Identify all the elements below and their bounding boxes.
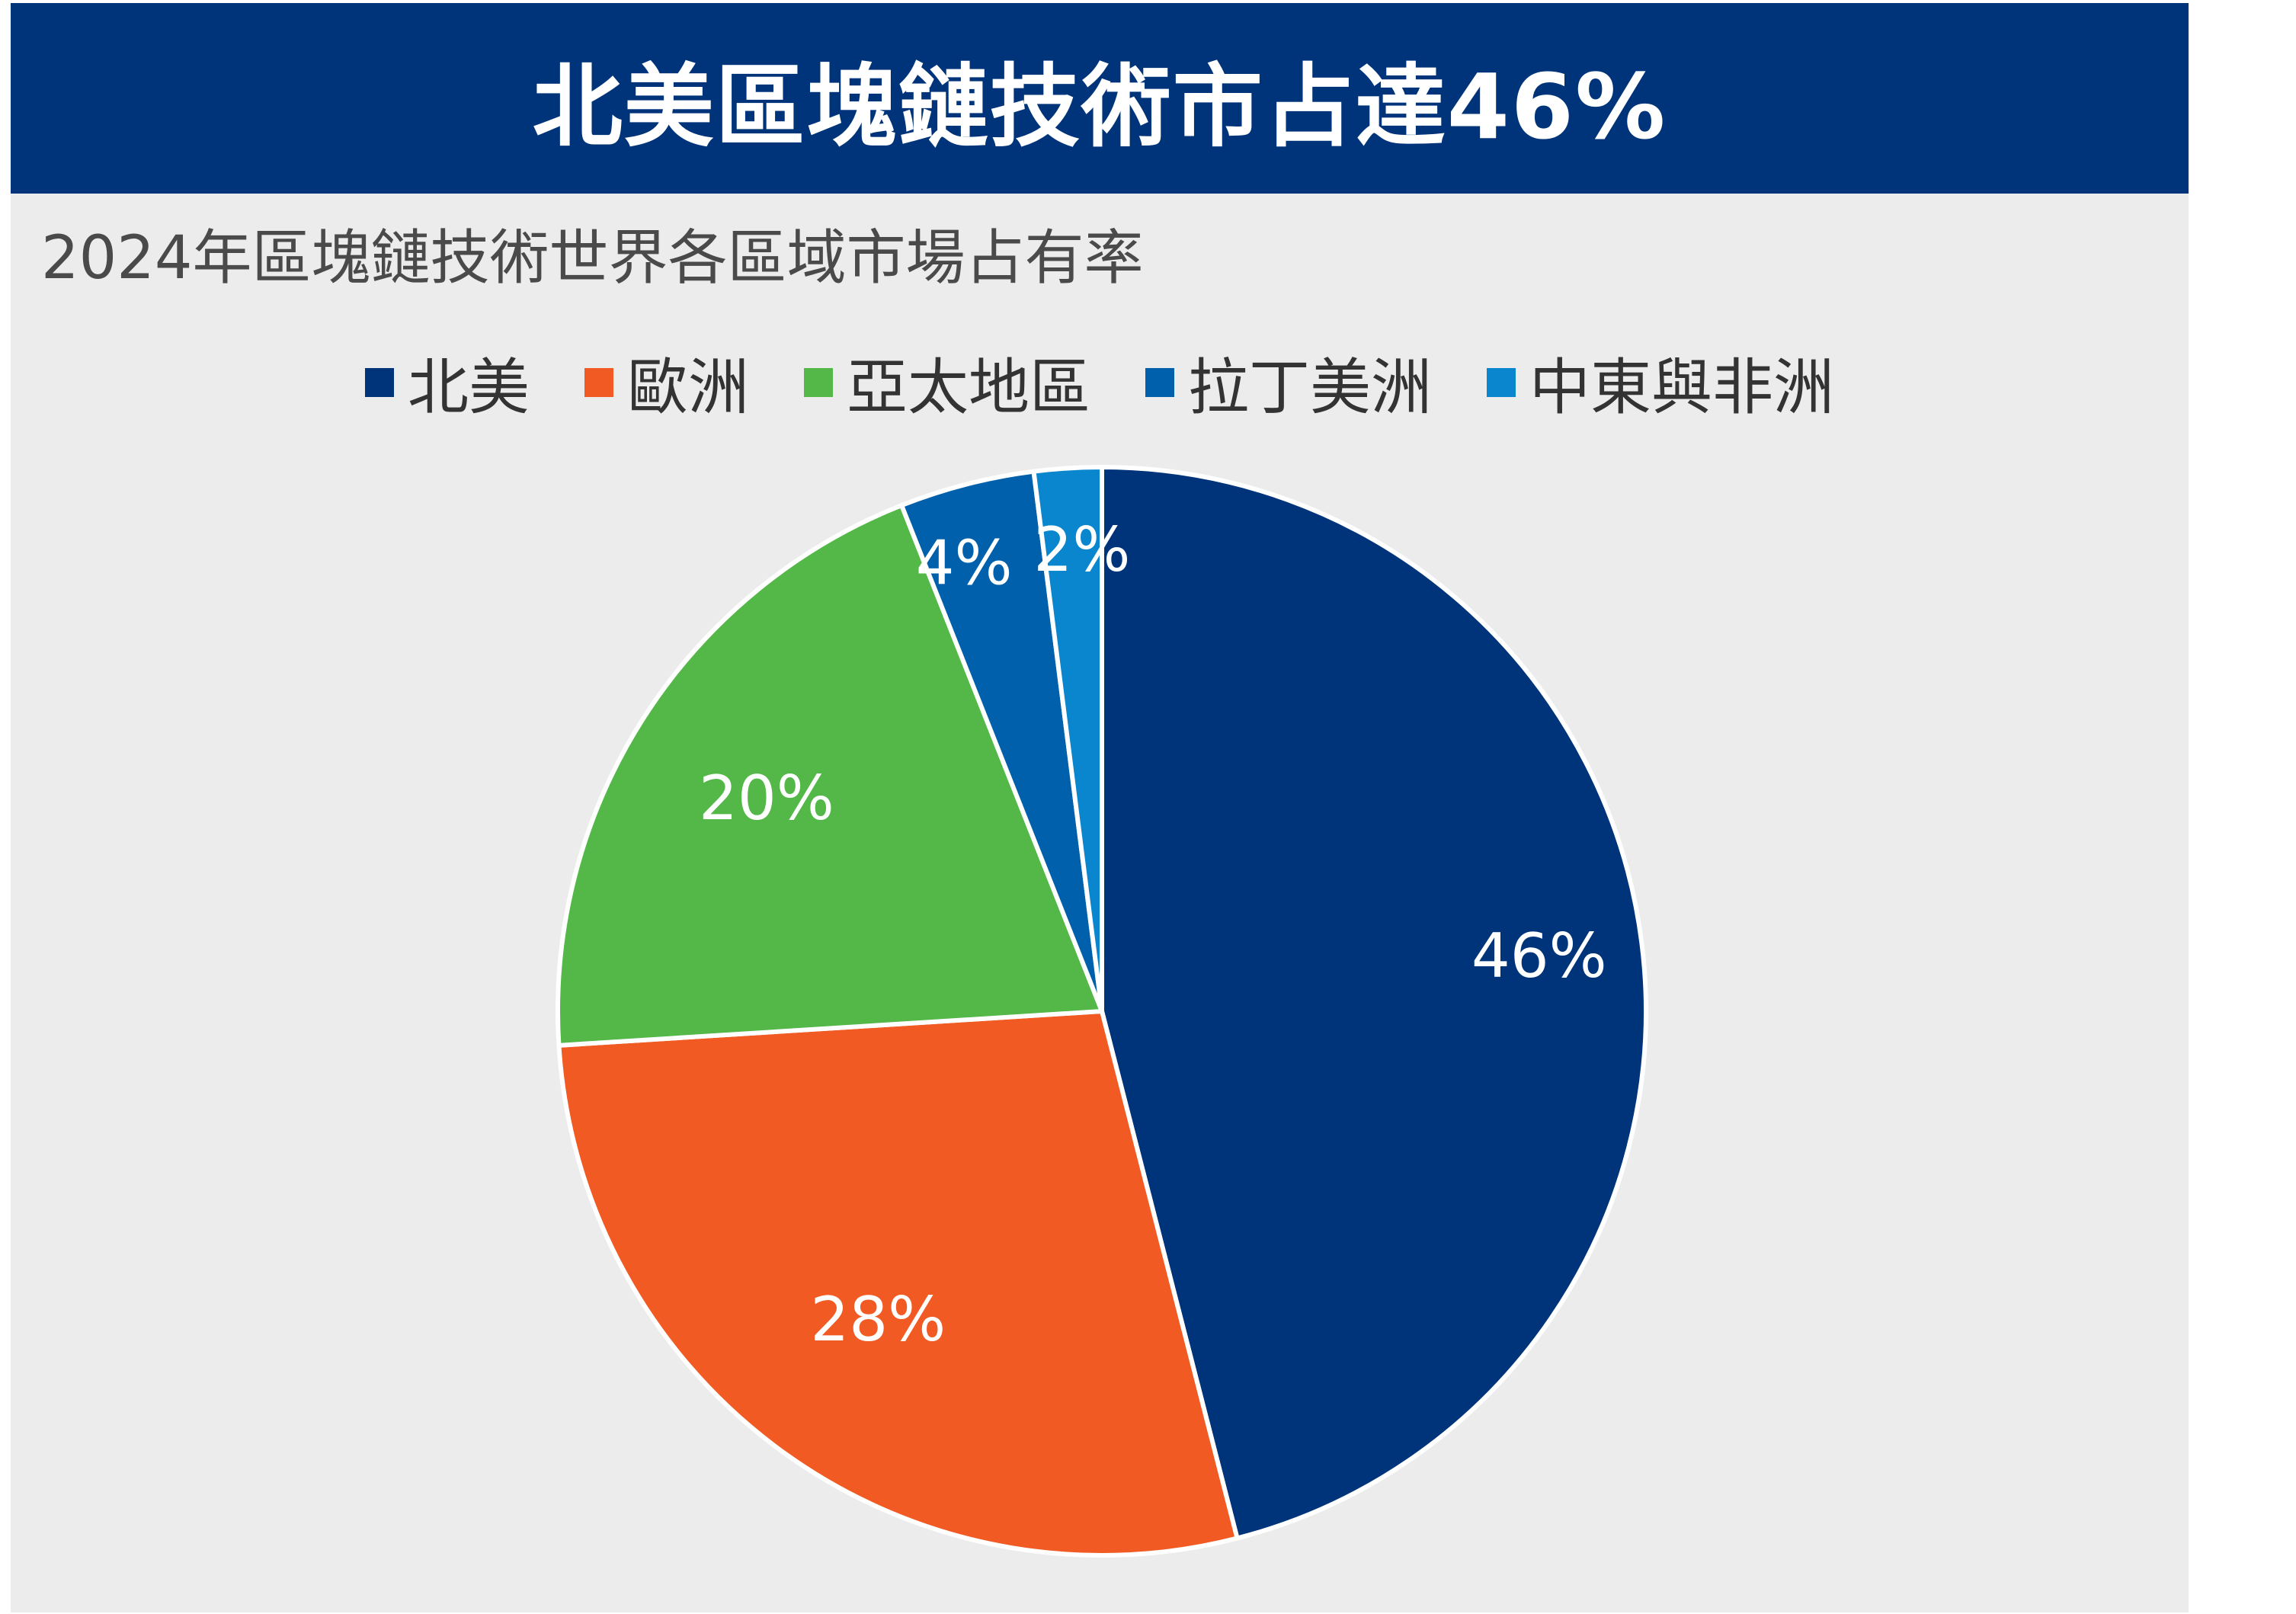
chart-title: 北美區塊鏈技術市占達46% — [532, 53, 1667, 159]
legend-label: 歐洲 — [627, 352, 749, 423]
data-label: 28% — [810, 1284, 946, 1355]
legend-swatch — [804, 368, 833, 397]
chart-card: 北美區塊鏈技術市占達46% 2024年區塊鏈技術世界各區域市場占有率 北美 歐洲… — [11, 3, 2189, 1612]
pie-slice — [556, 503, 1104, 1048]
pie-slice — [899, 469, 1104, 1014]
legend-swatch — [365, 368, 394, 397]
legend-item-middle-east-africa: 中東與非洲 — [1487, 338, 1834, 427]
legend-swatch — [1487, 368, 1516, 397]
pie-slice — [1031, 465, 1104, 1014]
legend-item-north-america: 北美 — [365, 338, 530, 427]
legend-label: 拉丁美洲 — [1188, 352, 1432, 423]
pie-slice — [556, 1009, 1240, 1558]
legend-swatch — [584, 368, 613, 397]
legend: 北美 歐洲 亞太地區 拉丁美洲 中東與非洲 — [11, 338, 2189, 427]
pie-slice — [1100, 465, 1648, 1541]
legend-item-europe: 歐洲 — [584, 338, 749, 427]
legend-item-latin-america: 拉丁美洲 — [1145, 338, 1432, 427]
legend-label: 亞太地區 — [847, 352, 1090, 423]
legend-item-asia-pacific: 亞太地區 — [804, 338, 1090, 427]
data-label: 46% — [1471, 921, 1607, 991]
data-label: 2% — [1033, 514, 1130, 585]
data-label: 20% — [699, 763, 834, 834]
chart-subtitle: 2024年區塊鏈技術世界各區域市場占有率 — [41, 224, 1144, 293]
legend-label: 中東與非洲 — [1529, 352, 1834, 423]
title-bar: 北美區塊鏈技術市占達46% — [11, 3, 2189, 194]
pie-chart: 46% 28% 20% 4% 2% — [556, 465, 1648, 1558]
data-label: 4% — [916, 528, 1013, 599]
legend-label: 北美 — [408, 352, 530, 423]
legend-swatch — [1145, 368, 1174, 397]
